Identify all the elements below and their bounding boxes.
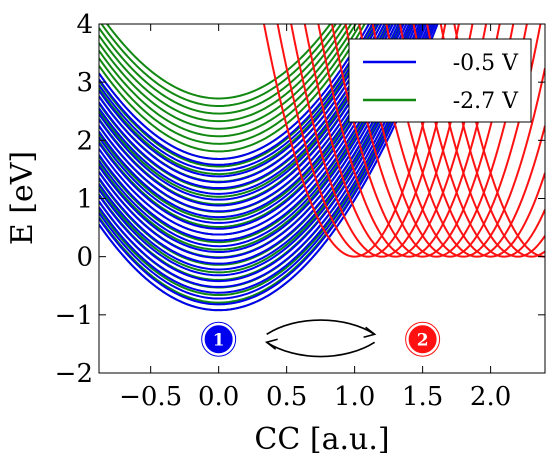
series-low-bias-curve-17 <box>99 24 397 213</box>
state-2-badge-label: 2 <box>417 330 429 350</box>
series-high-bias-curve-25 <box>99 24 348 123</box>
series-low-bias-curve-15 <box>99 24 403 224</box>
backward-transition-arrow <box>266 341 376 358</box>
x-tick-label-0: −0.5 <box>119 382 182 412</box>
series-high-bias-curve-5 <box>99 24 424 274</box>
series-high-bias-curve-11 <box>99 24 405 229</box>
series-low-bias-curve-2 <box>99 24 435 300</box>
series-high-bias-curve-8 <box>99 24 415 251</box>
series-low-bias-curve-18 <box>99 24 395 207</box>
series-low-bias-curve-7 <box>99 24 423 271</box>
series-high-bias-curve-1 <box>99 24 436 304</box>
state-2-curve-10 <box>398 24 545 258</box>
legend: -0.5 V -2.7 V <box>348 38 532 123</box>
backward-arrowhead <box>264 338 278 350</box>
series-low-bias-curve-10 <box>99 24 416 254</box>
curve-layer <box>99 24 545 312</box>
legend-box <box>348 38 532 123</box>
series-low-bias-curve-1 <box>99 24 437 306</box>
state-2-curve-11 <box>412 24 545 258</box>
state-2-badge <box>406 323 439 356</box>
state-2-curve-9 <box>385 24 545 258</box>
series-low-bias-curve-22 <box>99 24 383 184</box>
x-tick-label-2: 0.5 <box>266 382 307 412</box>
forward-transition-arrow <box>266 319 376 335</box>
series-low-bias-curve-14 <box>99 24 405 230</box>
series-high-bias-curve-2 <box>99 24 433 297</box>
series-low-bias-curve-8 <box>99 24 420 265</box>
state-2-curve-1 <box>276 24 460 258</box>
series-high-bias-curve-9 <box>99 24 411 244</box>
legend-label-0: -0.5 V <box>453 51 519 76</box>
series-high-bias-curve-15 <box>99 24 390 198</box>
state-1-badge-label: 1 <box>213 330 225 350</box>
series-high-bias-curve-23 <box>99 24 357 138</box>
state-2-badge-ring <box>405 321 441 357</box>
series-low-bias-curve-19 <box>99 24 392 201</box>
series-low-bias-curve-3 <box>99 24 432 294</box>
x-tick-label-3: 1.0 <box>334 382 375 412</box>
series-high-bias-curve-21 <box>99 24 366 153</box>
y-tick-label-3: 1 <box>76 185 93 215</box>
y-tick-label-4: 2 <box>76 126 93 156</box>
series-high-bias-curve-18 <box>99 24 379 176</box>
y-tick-label-2: 0 <box>76 243 93 273</box>
x-tick-label-1: 0.0 <box>198 382 239 412</box>
state-1-badge <box>202 323 235 356</box>
series-low-bias-curve-21 <box>99 24 386 190</box>
state-2-curve-2 <box>290 24 474 258</box>
forward-arrowhead <box>363 326 377 339</box>
series-low-bias-curve-12 <box>99 24 411 242</box>
series-high-bias-curve-22 <box>99 24 362 145</box>
state-2-curve-12 <box>426 24 545 258</box>
series-low-bias-curve-5 <box>99 24 428 283</box>
series-low-bias-curve-4 <box>99 24 430 288</box>
series-low-bias-curve-0 <box>99 24 439 312</box>
x-tick-label-5: 2.0 <box>470 382 511 412</box>
state-2-curve-0 <box>262 24 447 258</box>
y-tick-label-0: −2 <box>55 359 93 389</box>
state-2-curve-13 <box>439 24 545 258</box>
y-tick-label-5: 3 <box>76 68 93 98</box>
series-high-bias-curve-26 <box>99 24 343 115</box>
series-low-bias-curve-13 <box>99 24 408 236</box>
legend-label-1: -2.7 V <box>453 89 519 114</box>
x-axis-label: CC [a.u.] <box>254 422 389 457</box>
state-1-badge-ring <box>201 321 237 357</box>
series-low-bias-curve-26 <box>99 24 371 160</box>
y-axis-label: E [eV] <box>5 151 40 245</box>
series-high-bias-curve-24 <box>99 24 353 130</box>
series-low-bias-curve-6 <box>99 24 425 277</box>
series-low-bias-curve-11 <box>99 24 413 248</box>
x-tick-label-4: 1.5 <box>402 382 443 412</box>
y-tick-label-1: −1 <box>55 301 93 331</box>
y-tick-label-6: 4 <box>76 10 93 40</box>
series-high-bias-curve-28 <box>105 24 332 100</box>
series-low-bias-curve-20 <box>99 24 389 195</box>
series-low-bias-curve-23 <box>99 24 380 178</box>
